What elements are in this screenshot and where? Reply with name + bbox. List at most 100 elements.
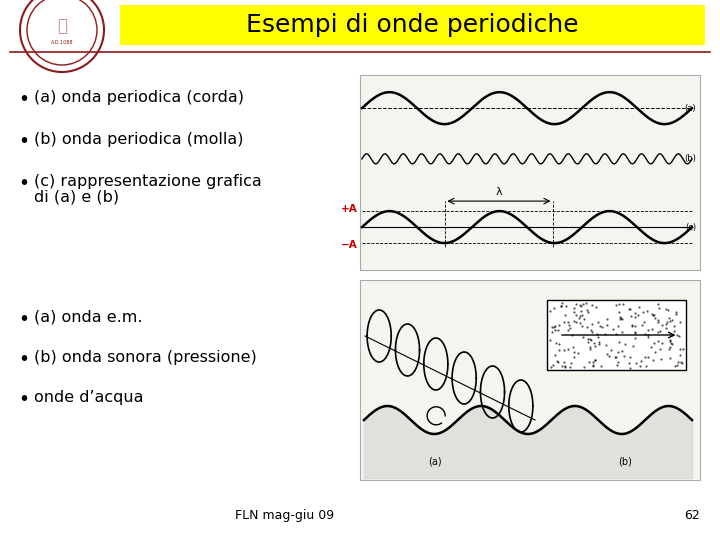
Point xyxy=(656,321,667,329)
Point xyxy=(593,333,604,341)
Point xyxy=(613,338,624,346)
Point xyxy=(568,316,580,325)
Point xyxy=(628,341,639,350)
Point xyxy=(652,318,663,326)
Point xyxy=(588,339,600,348)
Point xyxy=(648,311,660,320)
Point xyxy=(615,314,626,323)
Point xyxy=(665,343,676,352)
Point xyxy=(648,338,660,347)
Point xyxy=(589,341,600,350)
Point xyxy=(548,303,559,312)
Point xyxy=(603,352,614,361)
Point xyxy=(669,362,680,370)
Point xyxy=(575,302,587,310)
Point xyxy=(558,358,570,367)
Text: 🏛: 🏛 xyxy=(57,17,67,35)
Point xyxy=(613,300,625,308)
Point xyxy=(600,340,611,349)
Point xyxy=(677,359,688,368)
Point xyxy=(670,310,682,319)
FancyBboxPatch shape xyxy=(120,5,705,45)
Point xyxy=(567,342,578,351)
Point xyxy=(546,327,557,336)
Point xyxy=(666,330,678,339)
Point xyxy=(613,307,625,316)
Point xyxy=(569,304,580,313)
Point xyxy=(649,314,660,322)
Point xyxy=(665,316,676,325)
Point xyxy=(574,301,585,309)
Point xyxy=(575,311,586,320)
Text: FLN mag-giu 09: FLN mag-giu 09 xyxy=(235,509,335,522)
Point xyxy=(574,319,585,327)
Point xyxy=(559,311,570,320)
Point xyxy=(662,306,673,314)
Point xyxy=(642,326,653,334)
Point xyxy=(549,351,560,360)
Point xyxy=(640,361,652,370)
Point xyxy=(647,325,658,334)
Point xyxy=(581,322,593,331)
Point xyxy=(665,339,677,348)
Point xyxy=(654,345,665,354)
Text: •: • xyxy=(19,390,30,409)
Point xyxy=(562,318,574,326)
FancyBboxPatch shape xyxy=(360,75,700,270)
Point xyxy=(629,329,641,338)
Point xyxy=(585,342,596,351)
Point xyxy=(672,358,683,367)
Point xyxy=(582,357,594,366)
Point xyxy=(577,299,588,308)
Point xyxy=(636,321,647,330)
Point xyxy=(626,322,637,330)
Point xyxy=(586,328,598,336)
Point xyxy=(587,300,598,309)
Point xyxy=(649,348,661,356)
Point xyxy=(593,340,604,348)
Text: Esempi di onde periodiche: Esempi di onde periodiche xyxy=(246,13,578,37)
Point xyxy=(559,362,571,370)
Point xyxy=(552,357,563,366)
Point xyxy=(599,329,611,338)
Point xyxy=(661,318,672,326)
Text: (a) onda periodica (corda): (a) onda periodica (corda) xyxy=(34,90,244,105)
Point xyxy=(568,307,580,316)
Point xyxy=(646,342,657,351)
Point xyxy=(564,363,576,372)
Point xyxy=(552,326,564,334)
Point xyxy=(605,346,616,355)
Point xyxy=(556,298,567,307)
Text: (b) onda periodica (molla): (b) onda periodica (molla) xyxy=(34,132,243,147)
Point xyxy=(570,318,581,326)
Point xyxy=(593,338,605,347)
Point xyxy=(613,347,624,356)
Point xyxy=(611,352,622,361)
Point xyxy=(554,340,565,349)
Point xyxy=(576,310,588,319)
Text: (a): (a) xyxy=(685,104,696,113)
Point xyxy=(639,353,651,362)
Point xyxy=(568,348,580,356)
Point xyxy=(558,345,570,354)
Point xyxy=(563,320,575,329)
Point xyxy=(610,353,621,362)
Point xyxy=(590,356,601,364)
Point xyxy=(585,326,597,334)
Point xyxy=(550,339,562,348)
Point xyxy=(629,308,641,317)
Text: (b): (b) xyxy=(618,456,632,466)
Point xyxy=(569,352,580,361)
Point xyxy=(582,308,594,316)
Point xyxy=(629,328,641,336)
FancyBboxPatch shape xyxy=(547,300,686,370)
Point xyxy=(588,361,599,370)
Point xyxy=(585,335,597,344)
Point xyxy=(546,322,558,331)
Point xyxy=(572,349,583,357)
Point xyxy=(648,310,660,319)
Point xyxy=(664,353,675,362)
Point xyxy=(667,339,678,348)
Point xyxy=(619,340,631,348)
Point xyxy=(668,322,680,331)
